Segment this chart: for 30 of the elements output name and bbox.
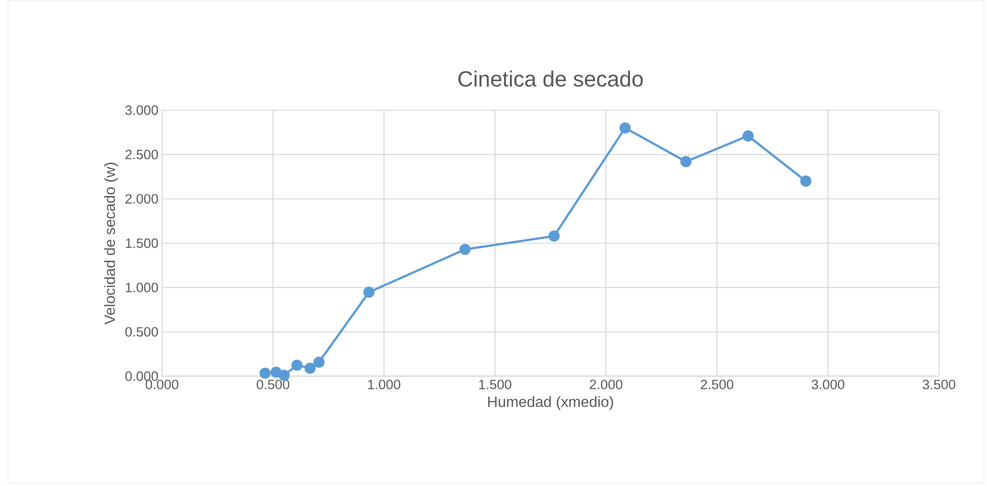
- x-tick-label: 0.000: [146, 380, 178, 390]
- y-tick-label: 2.500: [126, 150, 158, 160]
- point: [259, 368, 271, 379]
- x-tick-label: 3.000: [812, 380, 844, 390]
- point: [304, 362, 316, 374]
- y-tick-label: 3.000: [125, 105, 158, 115]
- y-tick-label: 0.000: [125, 371, 158, 381]
- point: [742, 130, 754, 142]
- y-axis-title: Velocidad de secado (w): [104, 162, 118, 324]
- y-tick-label: 2.000: [126, 194, 158, 204]
- point: [800, 175, 812, 187]
- y-tick-label: 1.500: [126, 238, 158, 248]
- y-tick-label: 0.500: [125, 327, 158, 337]
- point: [620, 122, 631, 134]
- point: [313, 356, 325, 368]
- x-axis-title: Humedad (xmedio): [488, 396, 614, 410]
- x-tick-label: 0.500: [256, 380, 290, 390]
- point: [291, 360, 303, 371]
- chart-title: Cinetica de secado: [458, 70, 643, 87]
- x-tick-label: 2.000: [590, 380, 622, 390]
- point: [363, 286, 374, 298]
- point: [548, 230, 560, 242]
- point: [459, 244, 471, 255]
- point: [270, 366, 282, 378]
- point: [680, 156, 692, 168]
- x-tick-label: 1.000: [368, 380, 400, 390]
- x-tick-label: 1.500: [479, 380, 512, 390]
- x-tick-label: 2.500: [700, 380, 734, 390]
- y-tick-label: 1.000: [126, 282, 158, 292]
- x-tick-label: 3.500: [922, 380, 956, 390]
